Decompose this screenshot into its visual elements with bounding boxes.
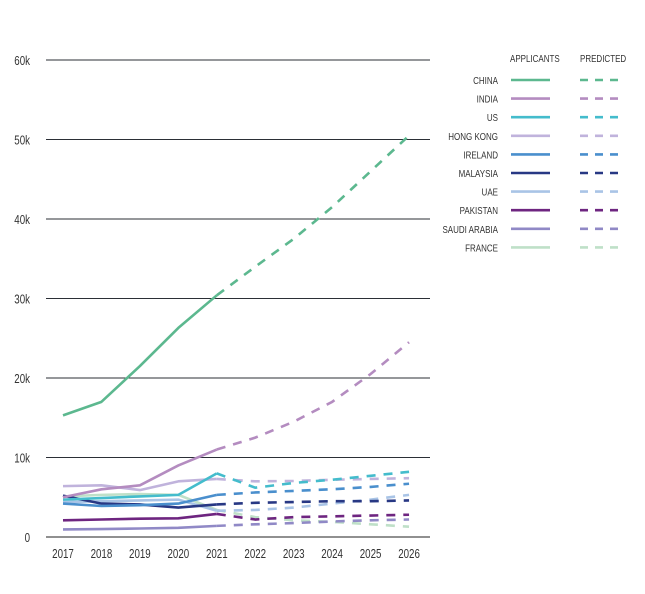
- x-tick-label: 2017: [52, 548, 74, 562]
- series-actual-us: [62, 472, 218, 501]
- x-tick-label: 2021: [206, 548, 228, 562]
- legend-label: MALAYSIA: [459, 168, 499, 179]
- series-actual-saudi-arabia: [62, 524, 217, 531]
- legend-item: HONG KONG: [448, 131, 619, 142]
- series-actual-hong-kong: [62, 477, 217, 492]
- legend-item: PAKISTAN: [460, 205, 619, 216]
- series-predicted-china: [216, 134, 410, 297]
- legend-item: UAE: [482, 187, 619, 198]
- legend-label: FRANCE: [465, 243, 498, 254]
- series-lines: [62, 134, 410, 531]
- legend-label: PAKISTAN: [460, 205, 498, 216]
- x-tick-label: 2025: [360, 548, 382, 562]
- x-tick-label: 2020: [168, 548, 190, 562]
- legend-label: UAE: [482, 187, 498, 198]
- legend-header-applicants: APPLICANTS: [510, 53, 560, 64]
- legend-header-predicted: PREDICTED: [580, 53, 627, 64]
- y-tick-label: 50k: [14, 134, 30, 148]
- legend-label: CHINA: [473, 75, 499, 86]
- y-tick-label: 20k: [14, 373, 30, 387]
- series-predicted-france: [216, 508, 410, 528]
- series-predicted-ireland: [216, 482, 410, 497]
- legend-item: CHINA: [473, 75, 619, 86]
- legend-label: HONG KONG: [448, 131, 498, 142]
- legend-item: INDIA: [477, 94, 619, 105]
- series-predicted-india: [216, 341, 410, 451]
- x-tick-label: 2018: [91, 548, 113, 562]
- legend-label: US: [487, 112, 498, 123]
- y-axis-ticks: 0 10k 20k 30k 40k 50k 60k: [14, 55, 30, 546]
- series-predicted-pakistan: [216, 512, 410, 521]
- legend-label: INDIA: [477, 94, 499, 105]
- x-tick-label: 2019: [129, 548, 151, 562]
- x-axis-ticks: 2017 2018 2019 2020 2021 2022 2023 2024 2025 2026: [52, 548, 420, 562]
- y-tick-label: 60k: [14, 55, 30, 69]
- series-actual-china: [62, 294, 218, 417]
- legend: APPLICANTS PREDICTED CHINA INDIA US HONG KO…: [442, 53, 626, 253]
- series-actual-pakistan: [62, 512, 217, 522]
- x-tick-label: 2022: [244, 548, 266, 562]
- y-tick-label: 10k: [14, 452, 30, 466]
- series-predicted-saudi-arabia: [216, 518, 410, 528]
- legend-item: SAUDI ARABIA: [442, 224, 619, 235]
- y-tick-label: 40k: [14, 214, 30, 228]
- x-tick-label: 2023: [283, 548, 305, 562]
- x-tick-label: 2024: [321, 548, 343, 562]
- legend-item: IRELAND: [463, 150, 619, 161]
- legend-item: US: [487, 112, 619, 123]
- legend-item: FRANCE: [465, 243, 619, 254]
- x-tick-label: 2026: [398, 548, 420, 562]
- gridlines: [46, 59, 430, 538]
- legend-label: IRELAND: [463, 150, 498, 161]
- series-predicted-us: [216, 470, 410, 490]
- y-tick-label: 0: [25, 532, 30, 546]
- series-predicted-malaysia: [216, 499, 410, 506]
- series-actual-ireland: [62, 493, 218, 508]
- legend-item: MALAYSIA: [459, 168, 619, 179]
- series-predicted-hong-kong: [216, 476, 410, 483]
- series-actual-india: [62, 448, 218, 499]
- legend-label: SAUDI ARABIA: [442, 224, 498, 235]
- y-tick-label: 30k: [14, 293, 30, 307]
- series-predicted-uae: [216, 493, 410, 513]
